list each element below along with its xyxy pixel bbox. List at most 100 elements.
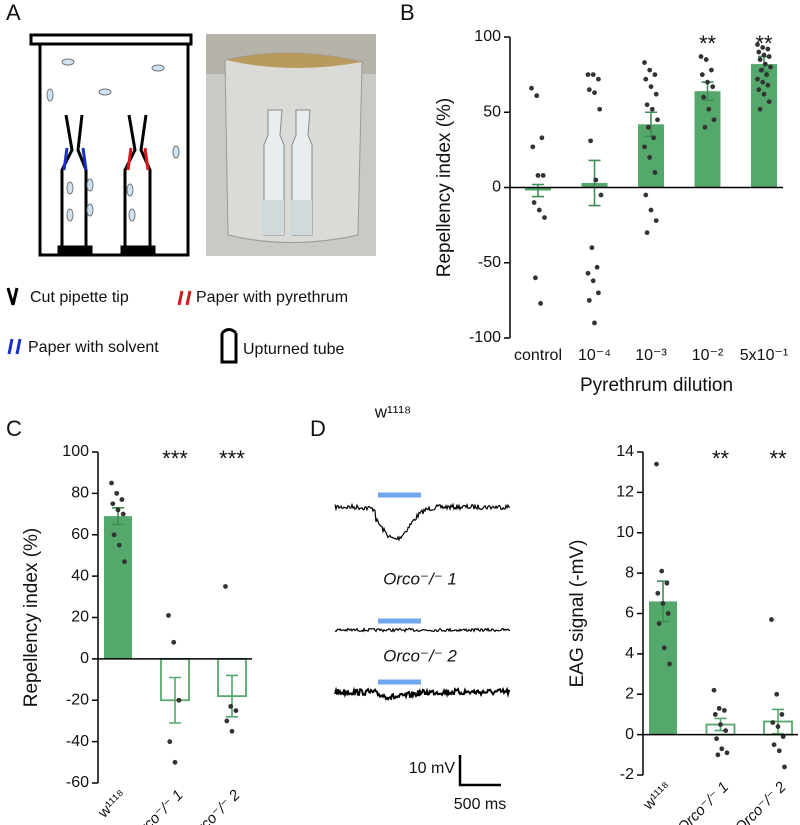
data-point <box>768 64 773 70</box>
x-tick-label: Orco⁻/⁻ 2 <box>732 778 790 825</box>
panel-label: A <box>6 0 21 25</box>
data-point <box>647 155 653 160</box>
data-point <box>176 697 182 703</box>
significance: ** <box>699 31 717 56</box>
data-point <box>643 76 649 82</box>
data-point <box>757 57 763 62</box>
y-tick-label: -50 <box>478 254 501 271</box>
data-point <box>586 87 592 93</box>
data-point <box>779 712 785 717</box>
data-point <box>759 67 764 73</box>
data-point <box>659 568 665 574</box>
data-point <box>592 320 597 326</box>
data-point <box>531 200 537 205</box>
significance: ** <box>769 446 787 471</box>
data-point <box>109 480 114 486</box>
x-tick-label: 10⁻³ <box>635 347 667 364</box>
y-tick-label: -20 <box>66 691 89 708</box>
data-point <box>651 135 656 141</box>
y-tick-label: 8 <box>625 564 634 581</box>
y-tick-label: 14 <box>616 443 634 460</box>
eag-trace <box>334 686 511 701</box>
data-point <box>120 511 126 517</box>
y-tick-label: 20 <box>71 609 89 626</box>
y-tick-label: 50 <box>483 103 501 120</box>
x-tick-label: 10⁻² <box>692 347 724 364</box>
data-point <box>233 708 239 713</box>
data-point <box>722 708 727 713</box>
data-point <box>780 734 786 740</box>
data-point <box>111 532 117 538</box>
data-point <box>533 275 538 281</box>
data-point <box>761 91 767 97</box>
data-point <box>593 177 599 183</box>
data-point <box>766 99 772 105</box>
bar <box>649 601 677 735</box>
data-point <box>701 94 706 100</box>
y-axis-label: EAG signal (-mV) <box>567 540 588 688</box>
y-axis-label: Repellency index (%) <box>21 528 42 708</box>
y-tick-label: -100 <box>469 329 501 346</box>
x-tick-label: control <box>514 347 562 364</box>
data-point <box>723 728 729 733</box>
panel-label: C <box>6 416 22 441</box>
y-tick-label: 2 <box>625 685 634 702</box>
data-point <box>760 45 766 50</box>
trace-label: Orco⁻/⁻ 2 <box>383 646 457 665</box>
data-point <box>648 84 654 90</box>
data-point <box>769 617 774 622</box>
data-point <box>712 712 718 717</box>
legend-text: Paper with solvent <box>28 339 159 356</box>
x-tick-label: 10⁻⁴ <box>578 347 611 364</box>
y-tick-label: -60 <box>66 774 89 791</box>
data-point <box>534 93 540 99</box>
data-point <box>765 46 771 52</box>
data-point <box>585 270 591 276</box>
data-point <box>223 584 228 589</box>
data-point <box>711 117 717 123</box>
data-point <box>592 90 597 96</box>
y-axis-label: Repellency index (%) <box>434 98 455 278</box>
x-tick-label: 5x10⁻¹ <box>740 347 788 364</box>
y-tick-label: 0 <box>492 179 501 196</box>
x-tick-label: w¹¹¹⁸ <box>94 787 129 822</box>
data-point <box>755 76 760 82</box>
data-point <box>542 215 547 221</box>
x-tick-label: Orco⁻/⁻ 1 <box>674 779 732 825</box>
data-point <box>655 590 661 596</box>
y-tick-label: 6 <box>625 605 634 622</box>
legend-text: Cut pipette tip <box>30 289 129 306</box>
scale-label: 10 mV <box>409 760 456 777</box>
data-point <box>530 144 536 150</box>
data-point <box>535 173 541 178</box>
bar <box>104 516 132 659</box>
data-point <box>643 192 649 198</box>
data-point <box>709 67 714 73</box>
y-tick-label: 100 <box>62 443 89 460</box>
data-point <box>716 705 722 711</box>
data-point <box>765 82 771 88</box>
data-point <box>665 611 671 616</box>
data-point <box>588 138 593 144</box>
data-point <box>116 542 122 548</box>
data-point <box>647 67 653 73</box>
data-point <box>652 170 658 175</box>
data-point <box>667 661 672 667</box>
legend-text: Upturned tube <box>243 341 345 358</box>
data-point <box>719 746 725 752</box>
legend-text: Paper with pyrethrum <box>196 289 348 306</box>
data-point <box>760 79 766 85</box>
data-point <box>764 72 769 78</box>
error-bar <box>588 159 601 207</box>
x-tick-label: w¹¹¹⁸ <box>639 779 674 814</box>
data-point <box>644 230 650 236</box>
data-point <box>228 704 234 709</box>
data-point <box>715 752 721 758</box>
data-point <box>538 300 543 306</box>
data-point <box>598 192 604 198</box>
data-point <box>654 461 659 467</box>
data-point <box>114 490 120 496</box>
eag-trace <box>334 627 510 633</box>
data-point <box>540 173 546 178</box>
cage-diagram <box>29 33 193 257</box>
